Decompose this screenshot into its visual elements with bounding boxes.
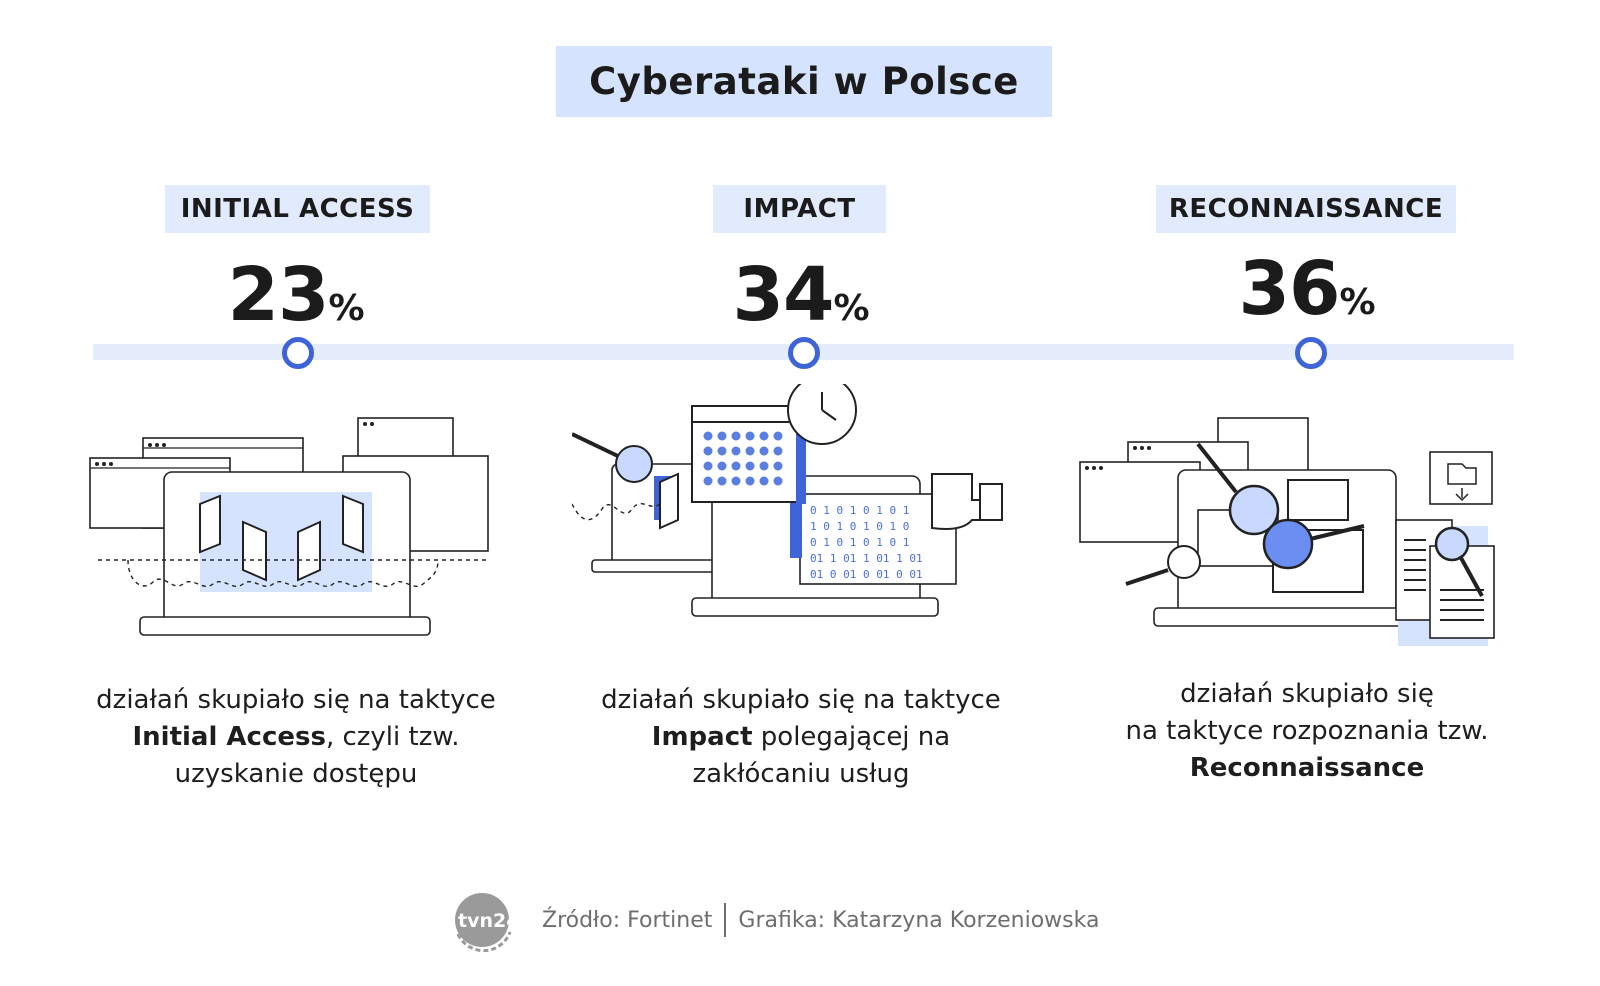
description-bold: Impact: [651, 722, 753, 752]
timeline-dot-impact: [788, 337, 820, 369]
svg-text:0 1 0 1 0 1 0 1: 0 1 0 1 0 1 0 1: [810, 504, 909, 517]
description-text: , czyli tzw.: [325, 722, 460, 752]
timeline-dot-reconnaissance: [1295, 337, 1327, 369]
description-bold: Reconnaissance: [1189, 753, 1425, 783]
percent-impact: 34%: [601, 258, 1001, 332]
description-impact: działań skupiało się na taktyce Impact p…: [561, 682, 1041, 793]
description-line: uzyskanie dostępu: [174, 759, 418, 789]
footer-divider: [724, 903, 727, 937]
description-line: zakłócaniu usług: [692, 759, 910, 789]
logo-text: tvn24: [458, 910, 519, 932]
credit-text: Grafika: Katarzyna Korzeniowska: [738, 907, 1100, 933]
tvn24-logo-icon: tvn24: [455, 893, 519, 952]
label-reconnaissance: RECONNAISSANCE: [1156, 185, 1456, 233]
percent-sign: %: [833, 288, 870, 329]
description-text: polegającej na: [752, 722, 951, 752]
footer: tvn24 Źródło: Fortinet Grafika: Katarzyn…: [452, 888, 1099, 952]
description-bold: Initial Access: [132, 722, 326, 752]
description-initial-access: działań skupiało się na taktyce Initial …: [56, 682, 536, 793]
description-line: na taktyce rozpoznania tzw.: [1125, 716, 1489, 746]
percent-initial-access: 23%: [96, 258, 496, 332]
svg-text:01 1 01 1 01 1 01: 01 1 01 1 01 1 01: [810, 552, 923, 565]
description-line: Initial Access, czyli tzw.: [56, 719, 536, 756]
laptop-initial-access-illustration: [89, 417, 489, 636]
label-initial-access: INITIAL ACCESS: [165, 185, 430, 233]
laptop-reconnaissance-illustration: [1079, 417, 1495, 646]
percent-reconnaissance: 36%: [1107, 252, 1507, 326]
svg-text:1 0 1 0 1 0 1 0: 1 0 1 0 1 0 1 0: [810, 520, 909, 533]
svg-text:01 0 01 0 01 0 01: 01 0 01 0 01 0 01: [810, 568, 923, 581]
description-line: działań skupiało się: [1180, 679, 1434, 709]
percent-value: 23: [227, 252, 329, 338]
timeline-dot-initial-access: [282, 337, 314, 369]
svg-text:0 1 0 1 0 1 0 1: 0 1 0 1 0 1 0 1: [810, 536, 909, 549]
description-line: działań skupiało się na taktyce: [601, 685, 1001, 715]
percent-sign: %: [328, 288, 365, 329]
percent-value: 34: [732, 252, 834, 338]
description-line: działań skupiało się na taktyce: [96, 685, 496, 715]
source-text: Źródło: Fortinet: [542, 907, 713, 933]
percent-value: 36: [1238, 246, 1340, 332]
description-reconnaissance: działań skupiało się na taktyce rozpozna…: [1067, 676, 1547, 787]
label-impact: IMPACT: [713, 185, 886, 233]
description-line: Impact polegającej na: [561, 719, 1041, 756]
laptop-impact-illustration: 0 1 0 1 0 1 0 1 1 0 1 0 1 0 1 0 0 1 0 1 …: [572, 384, 1003, 617]
description-line: Reconnaissance: [1067, 750, 1547, 787]
page-title: Cyberataki w Polsce: [556, 46, 1052, 117]
percent-sign: %: [1339, 282, 1376, 323]
